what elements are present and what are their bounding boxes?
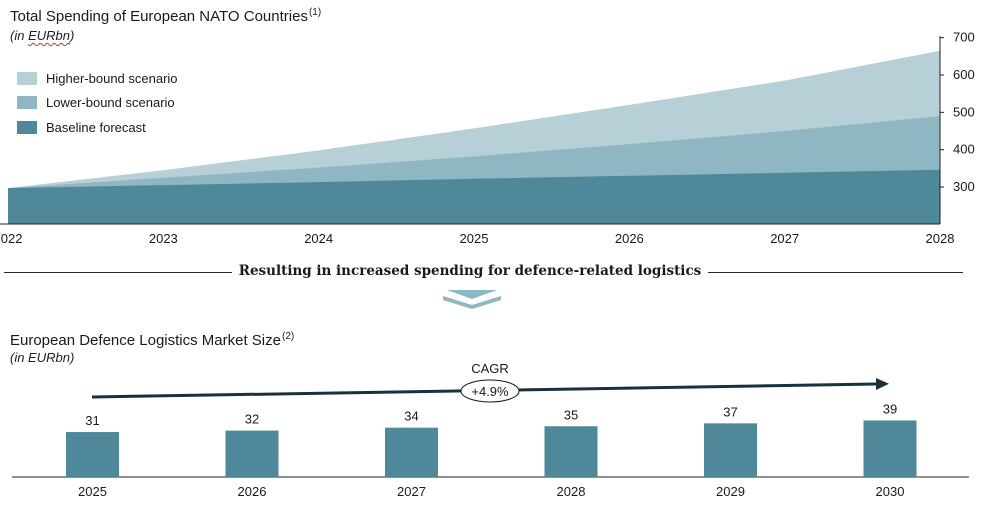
x-tick-label: 2026 xyxy=(615,231,644,246)
area-chart-footnote: (1) xyxy=(308,7,322,18)
bar-value-label: 35 xyxy=(564,407,578,422)
bar-category-label: 2029 xyxy=(716,484,745,499)
area-chart: 300 400 500 600 700 2022 2023 2024 2025 2026 2027 2… xyxy=(0,30,975,246)
bar-2025 xyxy=(66,432,119,477)
cagr-arrowhead-icon xyxy=(876,378,889,390)
area-chart-subtitle-prefix: (in xyxy=(10,28,29,43)
y-tick-label: 600 xyxy=(953,67,975,82)
x-tick-label: 2023 xyxy=(149,231,178,246)
x-tick-label: 2028 xyxy=(926,231,955,246)
legend-item-baseline: Baseline forecast xyxy=(17,115,178,140)
y-tick-label: 500 xyxy=(953,104,975,119)
area-chart-subtitle-suffix: ) xyxy=(69,28,75,43)
legend-item-higher: Higher-bound scenario xyxy=(17,66,178,91)
legend-label-higher: Higher-bound scenario xyxy=(46,70,178,86)
x-tick-label: 2024 xyxy=(304,231,333,246)
bar-category-label: 2025 xyxy=(78,484,107,499)
bar-category-label: 2028 xyxy=(557,484,586,499)
cagr-label: CAGR xyxy=(471,361,509,376)
bar-category-label: 2026 xyxy=(238,484,267,499)
bar-2028 xyxy=(544,426,598,477)
legend-label-lower: Lower-bound scenario xyxy=(46,95,175,111)
area-chart-subtitle: (in EURbn) xyxy=(10,28,74,43)
divider-line-right xyxy=(708,272,963,273)
x-tick-label: 2022 xyxy=(0,231,22,246)
legend-item-lower: Lower-bound scenario xyxy=(17,91,178,116)
area-chart-title: Total Spending of European NATO Countrie… xyxy=(10,7,321,25)
y-tick-label: 400 xyxy=(953,142,975,157)
x-tick-label: 2025 xyxy=(460,231,489,246)
bar-category-label: 2027 xyxy=(397,484,426,499)
legend-label-baseline: Baseline forecast xyxy=(46,119,146,135)
bar-chart-title-text: European Defence Logistics Market Size xyxy=(10,332,281,349)
area-series-baseline xyxy=(8,169,940,224)
bar-value-label: 31 xyxy=(85,413,99,428)
area-chart-subtitle-unit: EURbn xyxy=(28,28,70,43)
legend-swatch-lower xyxy=(17,96,37,110)
area-chart-title-text: Total Spending of European NATO Countrie… xyxy=(10,8,308,25)
cagr-badge xyxy=(460,379,520,403)
cagr-value: +4.9% xyxy=(471,384,509,399)
area-chart-legend: Higher-bound scenario Lower-bound scenar… xyxy=(17,66,178,140)
bar-category-label: 2030 xyxy=(876,484,905,499)
divider-text: Resulting in increased spending for defe… xyxy=(238,263,702,279)
y-tick-label: 300 xyxy=(953,179,975,194)
bar-chart-subtitle: (in EURbn) xyxy=(10,350,75,365)
bar-value-label: 32 xyxy=(245,412,259,427)
y-tick-label: 700 xyxy=(953,30,975,45)
bar-2026 xyxy=(225,430,279,477)
bar-value-label: 37 xyxy=(723,404,737,419)
bar-2027 xyxy=(385,427,438,477)
bar-chart-title: European Defence Logistics Market Size(2… xyxy=(10,331,294,349)
legend-swatch-higher xyxy=(17,71,37,85)
legend-swatch-baseline xyxy=(17,120,37,134)
bar-2030 xyxy=(863,420,917,477)
bar-2029 xyxy=(704,423,757,477)
x-tick-label: 2027 xyxy=(770,231,799,246)
bar-chart-footnote: (2) xyxy=(281,331,295,342)
bar-value-label: 39 xyxy=(883,401,897,416)
bar-value-label: 34 xyxy=(404,409,418,424)
divider-line-left xyxy=(4,272,232,273)
